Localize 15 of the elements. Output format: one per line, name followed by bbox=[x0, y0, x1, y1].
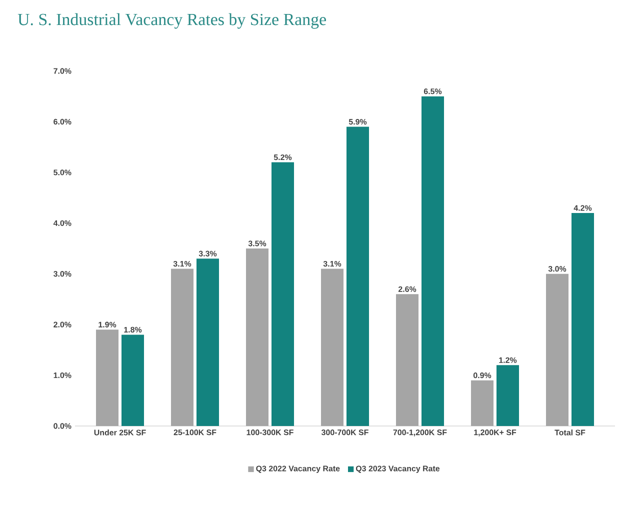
bar bbox=[471, 380, 494, 426]
bar bbox=[396, 294, 419, 426]
bar bbox=[346, 126, 370, 426]
chart-title: U. S. Industrial Vacancy Rates by Size Range bbox=[18, 13, 326, 29]
bar bbox=[321, 268, 344, 426]
bar bbox=[96, 330, 118, 426]
bar bbox=[422, 96, 444, 426]
bar bbox=[572, 213, 594, 426]
bar bbox=[246, 248, 269, 426]
bar bbox=[272, 162, 294, 426]
bar bbox=[496, 365, 520, 426]
bar bbox=[546, 274, 569, 426]
bar bbox=[122, 334, 144, 426]
bar bbox=[196, 258, 219, 426]
bar bbox=[171, 268, 194, 426]
